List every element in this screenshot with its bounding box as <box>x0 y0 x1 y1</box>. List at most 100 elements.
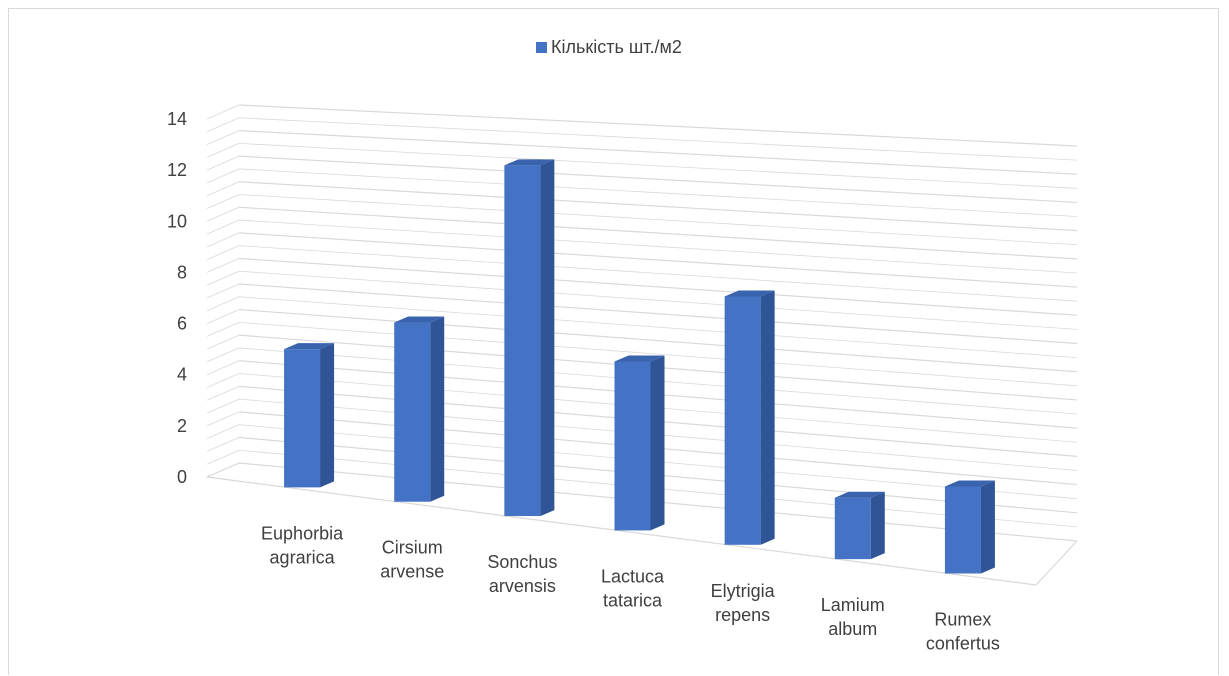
x-tick-label: Cirsium arvense <box>380 538 444 582</box>
gridline-side <box>206 385 240 401</box>
gridline-side <box>206 347 240 363</box>
y-tick-label: 10 <box>167 211 187 231</box>
bar <box>284 343 335 488</box>
bar-front <box>504 165 541 517</box>
y-tick-label: 14 <box>167 109 187 129</box>
gridline-side <box>206 321 240 337</box>
legend-label: Кількість шт./м2 <box>551 37 682 57</box>
gridline <box>238 321 1078 387</box>
bar-side <box>320 343 335 488</box>
gridline-side <box>206 309 240 324</box>
gridline-side <box>206 104 240 120</box>
y-tick-label: 12 <box>167 160 187 180</box>
gridline-side <box>206 117 240 133</box>
gridline-side <box>206 334 240 350</box>
bar-top <box>284 343 335 350</box>
bar <box>724 290 775 545</box>
bar-front <box>284 349 321 488</box>
gridline-side <box>206 437 240 452</box>
gridline-side <box>206 373 240 388</box>
x-axis: Euphorbia agrarica Cirsium arvense Sonchus ar… <box>261 523 1000 653</box>
gridline-side <box>206 130 240 145</box>
gridline-side <box>206 398 240 414</box>
gridline-side <box>206 206 240 222</box>
gridline <box>238 245 1078 302</box>
bar <box>834 491 885 560</box>
chart-area: 0 2 4 6 8 10 12 14 Euphorbia agrarica Cirsium arve… <box>8 8 1219 675</box>
gridline <box>238 155 1078 204</box>
gridline <box>238 142 1078 189</box>
bar-top <box>724 290 775 297</box>
bar-top <box>834 491 885 498</box>
x-tick-label: Lamium album <box>821 595 885 639</box>
gridline-side <box>206 142 240 158</box>
x-tick-label: Lactuca tatarica <box>601 566 665 610</box>
gridline-side <box>206 449 240 465</box>
bar-side <box>430 316 445 502</box>
x-tick-label: Euphorbia agrarica <box>261 523 344 567</box>
gridline <box>238 308 1078 373</box>
bar <box>944 480 995 574</box>
bar-chart: 0 2 4 6 8 10 12 14 Euphorbia agrarica Cirsium arve… <box>167 37 1078 653</box>
bar-front <box>834 497 871 560</box>
bar-side <box>650 355 665 531</box>
bar-side <box>870 491 885 560</box>
gridline-side <box>206 411 240 427</box>
bar-side <box>980 480 995 574</box>
x-tick-label: Sonchus arvensis <box>487 552 557 596</box>
gridline <box>238 219 1078 274</box>
gridline <box>238 206 1078 260</box>
bar-top <box>944 480 995 487</box>
gridline-side <box>206 219 240 235</box>
floor-edge <box>206 476 1037 586</box>
bar-top <box>394 316 445 323</box>
bar-front <box>724 296 761 545</box>
gridline-side <box>206 181 240 197</box>
bar-side <box>760 290 775 545</box>
y-tick-label: 6 <box>177 314 187 334</box>
floor-side-edge <box>1035 540 1078 586</box>
bar-top <box>614 355 665 362</box>
gridline <box>238 104 1078 147</box>
legend-swatch <box>536 42 547 53</box>
gridline-side <box>206 232 240 248</box>
y-tick-label: 8 <box>177 262 187 282</box>
bars-layer <box>284 159 995 574</box>
gridline-side <box>206 194 240 209</box>
bar-front <box>614 361 651 531</box>
x-tick-label: Rumex confertus <box>926 609 1000 653</box>
gridline <box>238 117 1078 161</box>
bar-top <box>504 159 555 166</box>
y-tick-label: 2 <box>177 416 187 436</box>
gridline-side <box>206 270 240 286</box>
gridline-side <box>206 424 240 440</box>
gridline <box>238 296 1078 359</box>
gridline <box>238 194 1078 246</box>
gridline <box>238 283 1078 345</box>
legend: Кількість шт./м2 <box>536 37 682 57</box>
y-tick-label: 0 <box>177 467 187 487</box>
y-tick-label: 4 <box>177 365 187 385</box>
x-tick-label: Elytrigia repens <box>711 581 776 625</box>
floor-side-edge <box>206 462 240 478</box>
bar <box>394 316 445 502</box>
gridline-side <box>206 258 240 273</box>
gridline-side <box>206 168 240 184</box>
bar-front <box>394 322 431 502</box>
gridline-side <box>206 296 240 312</box>
gridline-side <box>206 155 240 171</box>
bar-front <box>944 486 981 574</box>
gridline-side <box>206 360 240 376</box>
gridline-side <box>206 245 240 261</box>
gridline <box>238 181 1078 232</box>
y-axis: 0 2 4 6 8 10 12 14 <box>167 109 187 487</box>
bar <box>614 355 665 531</box>
gridline <box>238 270 1078 330</box>
gridline <box>238 232 1078 288</box>
gridline <box>238 129 1078 175</box>
bar-side <box>540 159 555 517</box>
gridline-side <box>206 283 240 299</box>
gridline <box>238 168 1078 217</box>
bar <box>504 159 555 517</box>
gridline <box>238 257 1078 316</box>
